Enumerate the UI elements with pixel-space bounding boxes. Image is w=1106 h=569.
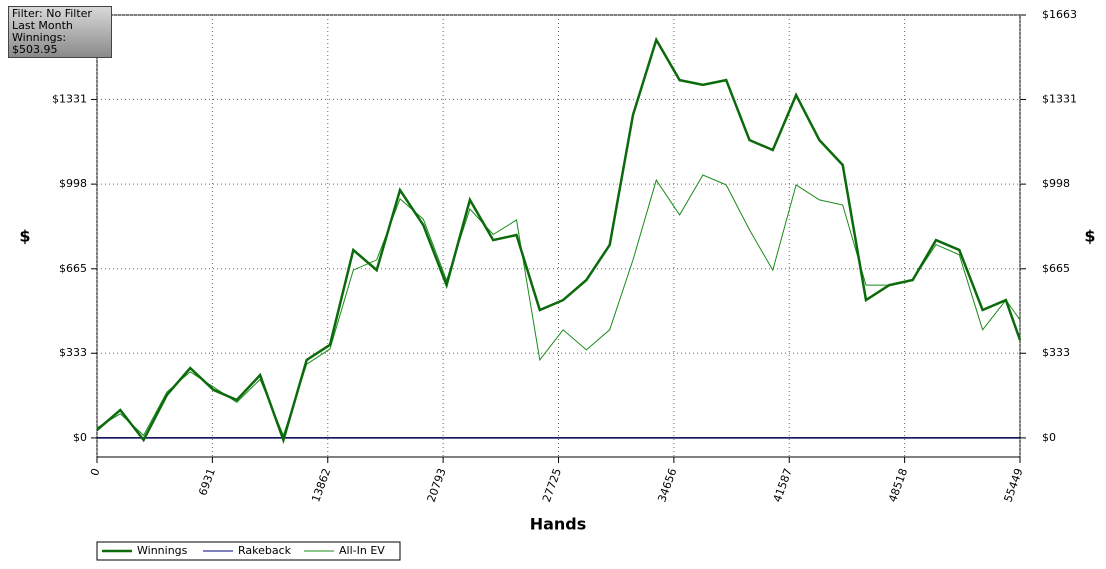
info-box: Filter: No Filter Last Month Winnings: $… — [8, 6, 112, 58]
x-axis-label: Hands — [530, 515, 587, 534]
series-line — [96, 36, 1022, 445]
x-tick-label: 13862 — [309, 467, 333, 504]
x-tick-label: 48518 — [886, 467, 910, 504]
y-tick-label: $998 — [1042, 177, 1070, 190]
x-tick-label: 41587 — [771, 467, 795, 504]
info-line: Last Month — [12, 19, 73, 32]
info-line: Filter: No Filter — [12, 7, 92, 20]
y-tick-label: $998 — [59, 177, 87, 190]
x-tick-label: 55449 — [1001, 467, 1025, 504]
x-tick-label: 34656 — [655, 467, 679, 504]
x-tick-label: 6931 — [196, 467, 218, 498]
y-tick-label: $333 — [59, 346, 87, 359]
y-tick-label: $665 — [1042, 262, 1070, 275]
y-tick-label: $665 — [59, 262, 87, 275]
x-tick-label: 0 — [88, 467, 103, 478]
y-tick-label: $1331 — [52, 92, 87, 105]
x-tick-label: 20793 — [425, 467, 449, 504]
legend-label: Rakeback — [238, 544, 292, 557]
x-tick-label: 27725 — [540, 467, 564, 504]
y-tick-label: $0 — [73, 431, 87, 444]
y-tick-label: $1663 — [1042, 8, 1077, 21]
y-tick-label: $333 — [1042, 346, 1070, 359]
y-axis-label: $ — [1084, 227, 1095, 246]
legend-label: All-In EV — [339, 544, 385, 557]
series-line — [96, 174, 1021, 437]
info-line: Winnings: $503.95 — [12, 31, 67, 56]
y-tick-label: $1331 — [1042, 92, 1077, 105]
y-axis-label: $ — [19, 227, 30, 246]
y-tick-label: $0 — [1042, 431, 1056, 444]
legend-label: Winnings — [137, 544, 188, 557]
legend-box — [96, 541, 401, 561]
